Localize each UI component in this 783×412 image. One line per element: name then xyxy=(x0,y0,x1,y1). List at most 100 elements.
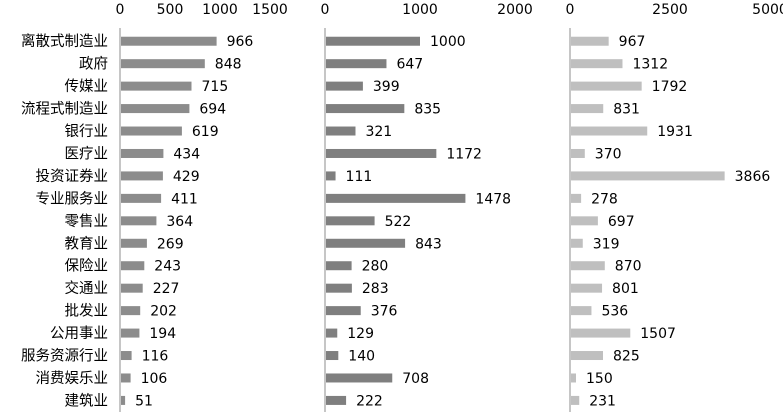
bar xyxy=(571,193,582,203)
category-label: 零售业 xyxy=(65,213,109,230)
bar xyxy=(326,283,352,293)
bar xyxy=(121,395,126,405)
tick-label: 1000 xyxy=(202,2,238,18)
data-label: 966 xyxy=(227,34,254,50)
bar xyxy=(121,306,141,316)
bar xyxy=(571,328,631,338)
tick-label: 0 xyxy=(566,2,575,18)
data-label: 283 xyxy=(362,281,389,297)
category-label: 银行业 xyxy=(65,123,109,140)
bar xyxy=(121,351,132,361)
category-label: 交通业 xyxy=(65,279,109,297)
category-label: 医疗业 xyxy=(65,145,109,162)
bar xyxy=(571,395,580,405)
data-label: 150 xyxy=(586,371,613,387)
category-label: 消费娱乐业 xyxy=(36,370,109,387)
bar xyxy=(326,238,406,248)
data-label: 194 xyxy=(149,326,176,342)
bar xyxy=(121,81,192,91)
tick-label: 1000 xyxy=(402,2,438,18)
data-label: 51 xyxy=(135,393,153,409)
panel-2: 0 1000 2000 1000 647 399 835 321 1172 111 1478 5228… xyxy=(321,2,533,412)
data-label: 1172 xyxy=(446,146,482,162)
data-label: 243 xyxy=(154,259,181,275)
data-label: 715 xyxy=(202,79,229,95)
bar xyxy=(571,171,725,181)
bar xyxy=(326,171,336,181)
data-label: 522 xyxy=(385,214,412,230)
bar xyxy=(326,306,361,316)
data-label: 619 xyxy=(192,124,219,140)
data-label: 647 xyxy=(396,57,423,73)
bar xyxy=(121,216,157,226)
category-label: 服务资源行业 xyxy=(21,348,108,365)
category-label: 流程式制造业 xyxy=(21,101,108,118)
tick-label: 0 xyxy=(321,2,330,18)
bar xyxy=(571,216,598,226)
data-label: 697 xyxy=(608,214,635,230)
data-label: 1931 xyxy=(657,124,693,140)
data-label: 1312 xyxy=(632,57,668,73)
data-label: 843 xyxy=(415,236,442,252)
bar xyxy=(326,36,420,46)
category-label: 保险业 xyxy=(65,258,109,275)
category-label: 离散式制造业 xyxy=(21,33,108,50)
data-label: 831 xyxy=(613,102,640,118)
data-label: 870 xyxy=(615,259,642,275)
bar xyxy=(571,126,648,136)
data-label: 106 xyxy=(141,371,168,387)
bar xyxy=(121,193,162,203)
bar xyxy=(121,59,205,69)
tick-label: 1500 xyxy=(252,2,288,18)
data-label: 202 xyxy=(150,304,177,320)
bar xyxy=(121,283,143,293)
data-label: 376 xyxy=(371,304,398,320)
tick-label: 5000 xyxy=(752,2,783,18)
bar xyxy=(571,148,585,158)
data-label: 140 xyxy=(348,349,375,365)
data-label: 278 xyxy=(591,191,618,207)
bar xyxy=(571,104,604,114)
data-label: 848 xyxy=(215,57,242,73)
bar xyxy=(121,126,182,136)
data-label: 280 xyxy=(362,259,389,275)
bar xyxy=(326,81,363,91)
tick-label: 0 xyxy=(116,2,125,18)
bar xyxy=(326,59,387,69)
category-label: 建筑业 xyxy=(65,392,109,409)
bar xyxy=(121,261,145,271)
data-label: 222 xyxy=(356,393,383,409)
bar xyxy=(326,351,339,361)
data-label: 429 xyxy=(173,169,200,185)
bar xyxy=(326,373,393,383)
data-label: 269 xyxy=(157,236,184,252)
data-label: 434 xyxy=(173,146,200,162)
category-label: 专业服务业 xyxy=(36,190,109,207)
bar xyxy=(326,328,338,338)
data-label: 111 xyxy=(346,169,373,185)
data-label: 967 xyxy=(619,34,646,50)
bar xyxy=(121,104,190,114)
data-label: 708 xyxy=(402,371,429,387)
data-label: 116 xyxy=(142,349,169,365)
bar xyxy=(571,36,609,46)
data-label: 370 xyxy=(595,146,622,162)
category-label: 教育业 xyxy=(65,235,109,252)
data-label: 411 xyxy=(171,191,198,207)
bar xyxy=(121,36,217,46)
bar xyxy=(326,261,352,271)
bar xyxy=(571,373,576,383)
tick-label: 500 xyxy=(157,2,184,18)
bar xyxy=(571,81,642,91)
bar xyxy=(121,373,131,383)
category-label: 政府 xyxy=(79,56,108,73)
bar xyxy=(121,171,163,181)
panel-3: 0 2500 5000 967 1312 1792 831 1931 370 3866 278 697… xyxy=(566,2,783,412)
bar xyxy=(326,193,466,203)
bar xyxy=(326,104,405,114)
tick-label: 2500 xyxy=(652,2,688,18)
bar xyxy=(571,283,603,293)
bar xyxy=(121,148,164,158)
data-label: 801 xyxy=(612,281,639,297)
data-label: 227 xyxy=(153,281,180,297)
